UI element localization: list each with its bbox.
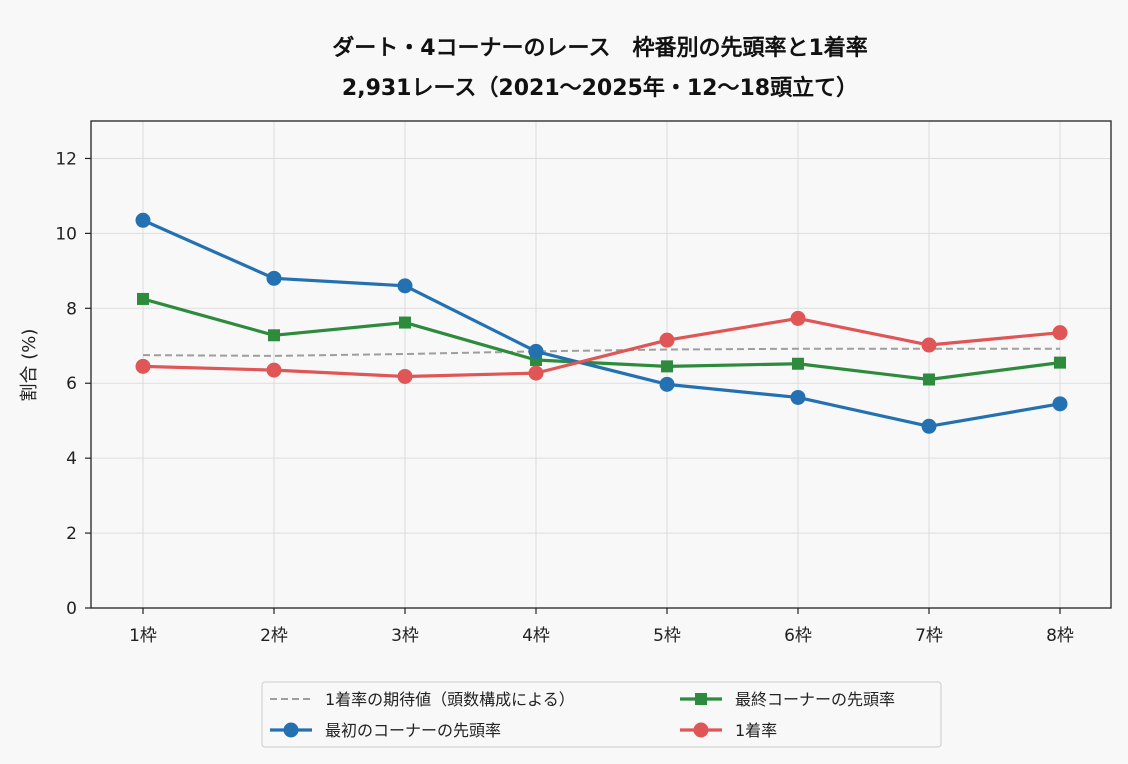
y-tick-label: 0 <box>66 599 77 619</box>
y-axis-label: 割合 (%) <box>19 329 40 402</box>
y-tick-label: 12 <box>55 149 77 169</box>
data-point <box>1054 356 1066 369</box>
data-point <box>921 337 937 353</box>
data-point <box>528 343 544 359</box>
legend-marker <box>283 722 299 738</box>
x-tick-label: 4枠 <box>522 626 550 646</box>
legend-label: 1着率の期待値（頭数構成による） <box>325 690 575 709</box>
x-tick-label: 1枠 <box>129 626 157 646</box>
legend-label: 1着率 <box>735 721 777 740</box>
series-0 <box>142 347 1060 357</box>
data-point <box>792 357 804 370</box>
data-point <box>397 278 413 294</box>
data-point <box>659 332 675 348</box>
data-point <box>399 316 411 329</box>
x-tick-label: 8枠 <box>1046 626 1074 646</box>
series-3 <box>135 310 1068 384</box>
y-tick-label: 6 <box>66 374 77 394</box>
legend-marker <box>693 722 709 738</box>
data-point <box>266 270 282 286</box>
legend-item: 最初のコーナーの先頭率 <box>270 721 501 740</box>
data-point <box>923 373 935 386</box>
x-tick-label: 5枠 <box>653 626 681 646</box>
data-point <box>135 212 151 228</box>
data-point <box>135 358 151 374</box>
y-tick-label: 8 <box>66 299 77 319</box>
legend-item: 1着率の期待値（頭数構成による） <box>270 690 575 709</box>
x-tick-label: 6枠 <box>784 626 812 646</box>
legend-marker <box>695 693 707 705</box>
x-tick-label: 7枠 <box>915 626 943 646</box>
series-2 <box>137 292 1066 386</box>
legend-item: 1着率 <box>680 721 777 740</box>
series-1 <box>135 212 1068 434</box>
y-tick-label: 4 <box>66 449 77 469</box>
chart-title-line-2: 2,931レース（2021～2025年・12～18頭立て） <box>342 75 858 101</box>
data-point <box>790 389 806 405</box>
legend-label: 最終コーナーの先頭率 <box>735 690 895 709</box>
data-point <box>268 329 280 342</box>
x-tick-label: 3枠 <box>391 626 419 646</box>
chart-title-line-1: ダート・4コーナーのレース 枠番別の先頭率と1着率 <box>332 35 868 61</box>
series-line <box>142 347 1060 357</box>
data-point <box>790 310 806 326</box>
data-point <box>1052 396 1068 412</box>
series-line <box>142 297 1061 382</box>
plot-frame <box>90 120 1112 609</box>
legend-item: 最終コーナーの先頭率 <box>680 690 895 709</box>
data-point <box>266 362 282 378</box>
legend-box <box>261 681 942 748</box>
data-point <box>137 292 149 305</box>
x-tick-label: 2枠 <box>260 626 288 646</box>
series-line <box>142 218 1061 428</box>
data-point <box>528 365 544 381</box>
series-line <box>142 316 1061 379</box>
data-point <box>921 418 937 434</box>
data-point <box>661 360 673 373</box>
plot-series <box>135 212 1068 434</box>
y-tick-label: 10 <box>55 224 77 244</box>
data-point <box>659 376 675 392</box>
legend-label: 最初のコーナーの先頭率 <box>325 721 501 740</box>
y-tick-label: 2 <box>66 524 77 544</box>
data-point <box>1052 325 1068 341</box>
data-point <box>397 368 413 384</box>
axes: 0 2 4 6 8 10 12 1枠 2枠 3枠 4枠 5枠 6枠 7枠 8枠 <box>55 149 1074 646</box>
